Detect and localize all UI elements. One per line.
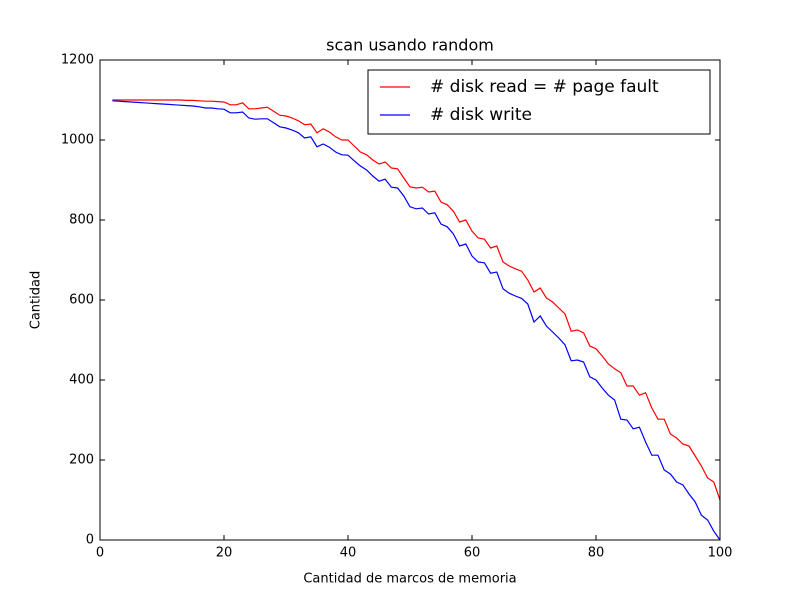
x-tick-label: 20: [216, 546, 233, 561]
x-tick-label: 100: [708, 546, 733, 561]
legend-label: # disk read = # page fault: [430, 77, 659, 97]
legend-frame: [367, 69, 711, 135]
y-axis-label: Cantidad: [29, 271, 44, 329]
x-tick-label: 60: [464, 546, 481, 561]
y-tick-label: 200: [69, 453, 94, 468]
y-tick-label: 400: [69, 373, 94, 388]
x-tick-label: 0: [96, 546, 104, 561]
y-tick-label: 1200: [61, 53, 94, 68]
y-tick-label: 600: [69, 293, 94, 308]
legend: # disk read = # page fault # disk write: [367, 69, 711, 135]
chart-title: scan usando random: [326, 36, 494, 55]
y-tick-label: 800: [69, 213, 94, 228]
x-tick-label: 80: [588, 546, 605, 561]
x-axis-label: Cantidad de marcos de memoria: [303, 572, 516, 587]
legend-label: # disk write: [430, 105, 532, 125]
plot-frame: [99, 59, 721, 541]
x-tick-label: 40: [340, 546, 357, 561]
y-tick-label: 0: [86, 533, 94, 548]
y-tick-label: 1000: [61, 133, 94, 148]
data-line: [112, 99, 721, 501]
data-line: [112, 100, 721, 541]
